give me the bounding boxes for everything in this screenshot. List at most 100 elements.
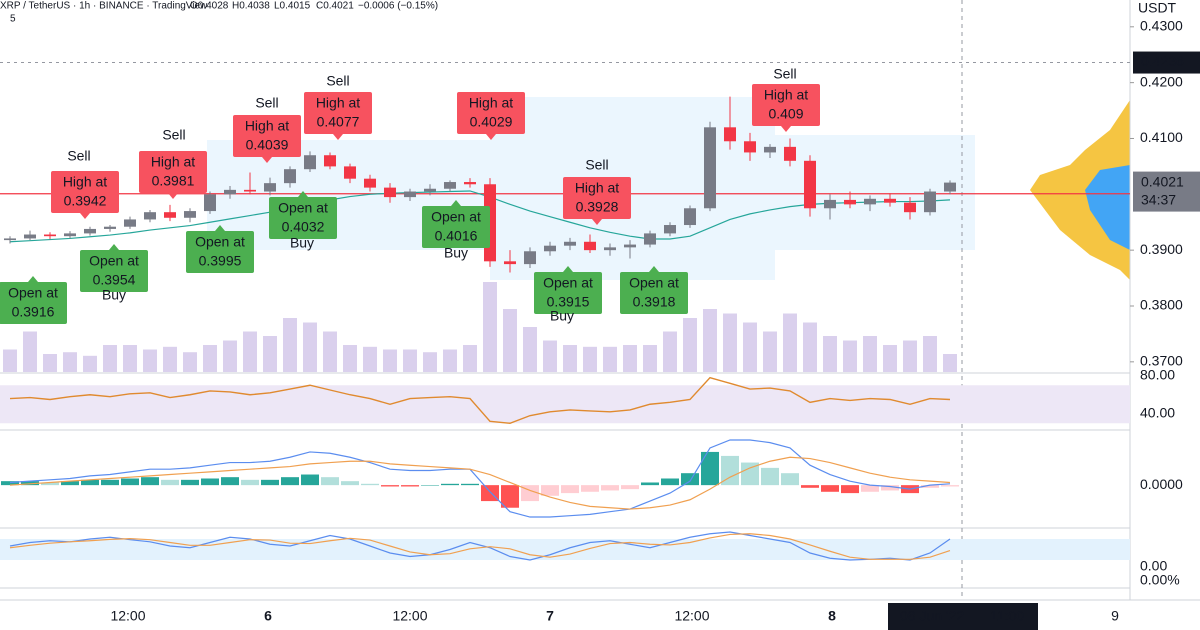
annotation-label: Open at [195, 234, 245, 250]
annotation-box [269, 197, 337, 239]
volume-bar [83, 355, 97, 372]
macd-histogram [181, 479, 199, 486]
macd-histogram [281, 477, 299, 486]
volume-bar [903, 340, 917, 372]
signal-label: Sell [162, 127, 185, 143]
macd-histogram [361, 483, 379, 486]
volume-bar [303, 322, 317, 372]
candle-body [544, 245, 556, 252]
candle-body [864, 198, 876, 205]
marker-label: 0.4236 [1141, 53, 1184, 69]
annotation-value: 0.3915 [547, 294, 590, 310]
macd-histogram [161, 479, 179, 486]
volume-bar [63, 352, 77, 372]
macd-histogram [341, 481, 359, 486]
macd-histogram [821, 485, 839, 492]
stoch-d [9, 533, 951, 560]
annotation-label: High at [151, 154, 195, 170]
annotation-box [563, 177, 631, 219]
candle-body [804, 160, 816, 209]
candle-body [384, 187, 396, 198]
volume-bar [483, 282, 497, 372]
candle-body [744, 141, 756, 153]
header-open: O0.4028 [190, 1, 229, 12]
macd-histogram [541, 485, 559, 496]
volume-profile [1085, 165, 1130, 250]
annotation-value: 0.409 [768, 106, 803, 122]
y-tick-label: 0.4200 [1140, 73, 1183, 89]
candle-body [844, 199, 856, 205]
annotation-box [304, 92, 372, 134]
macd-histogram [861, 485, 879, 492]
x-tick-label: 6 [264, 608, 272, 624]
annotation-pointer [333, 134, 343, 140]
candle-body [884, 198, 896, 203]
x-tick-label: 12:00 [392, 608, 427, 624]
volume-bar [443, 349, 457, 372]
annotation-box [80, 250, 148, 292]
volume-bar [863, 336, 877, 372]
candle-body [404, 191, 416, 198]
annotation-pointer [109, 244, 119, 250]
signal-label: Sell [585, 157, 608, 173]
candle-body [504, 261, 516, 265]
last-price-label: 0.4021 [1141, 173, 1184, 189]
candle-body [64, 233, 76, 237]
annotation-label: Open at [629, 275, 679, 291]
annotation-pointer [649, 266, 659, 272]
candle-body [604, 247, 616, 251]
volume-bar [563, 345, 577, 372]
volume-bar [803, 322, 817, 372]
crosshair-time: 11:00 [990, 608, 1024, 624]
volume-bar [123, 345, 137, 372]
macd-histogram [141, 477, 159, 486]
volume-bar [103, 345, 117, 372]
candle-body [444, 182, 456, 189]
volume-bar [43, 354, 57, 372]
signal-label: Buy [444, 245, 468, 261]
volume-bar [143, 349, 157, 372]
candle-body [364, 178, 376, 188]
macd-histogram [121, 478, 139, 486]
macd-histogram [381, 485, 399, 487]
annotation-box [457, 92, 525, 134]
rsi-line [9, 376, 951, 424]
candle-body [324, 155, 336, 167]
candle-body [284, 169, 296, 184]
y-tick-label: 0.3700 [1140, 353, 1183, 369]
candle-body [664, 225, 676, 234]
annotation-label: High at [316, 95, 360, 111]
annotation-label: High at [575, 180, 619, 196]
volume-bar [763, 331, 777, 372]
candle-body [44, 234, 56, 237]
candle-body [204, 194, 216, 212]
annotation-value: 0.3954 [93, 272, 136, 288]
header-sub: 5 [10, 14, 16, 25]
annotation-value: 0.3918 [633, 294, 676, 310]
annotation-label: Open at [543, 275, 593, 291]
macd-histogram [801, 485, 819, 488]
candle-body [764, 146, 776, 153]
annotation-pointer [592, 219, 602, 225]
macd-tick-label: 0.0000 [1140, 476, 1183, 492]
signal-label: Sell [773, 66, 796, 82]
annotation-label: High at [469, 95, 513, 111]
volume-bar [603, 346, 617, 372]
volume-bar [703, 309, 717, 372]
annotation-box [0, 282, 67, 324]
annotation-label: Open at [431, 209, 481, 225]
macd-histogram [421, 485, 439, 486]
candle-body [564, 241, 576, 246]
macd-histogram [101, 479, 119, 486]
candle-body [684, 208, 696, 226]
macd-histogram [461, 483, 479, 486]
macd-histogram [741, 462, 759, 486]
x-tick-label: 7 [546, 608, 554, 624]
candle-body [224, 189, 236, 195]
rsi-tick-label: 80.00 [1140, 366, 1175, 382]
signal-label: Buy [102, 287, 126, 303]
x-tick-label: 12:00 [674, 608, 709, 624]
volume-profile [1030, 100, 1130, 280]
macd-histogram [881, 485, 899, 491]
volume-bar [163, 346, 177, 372]
